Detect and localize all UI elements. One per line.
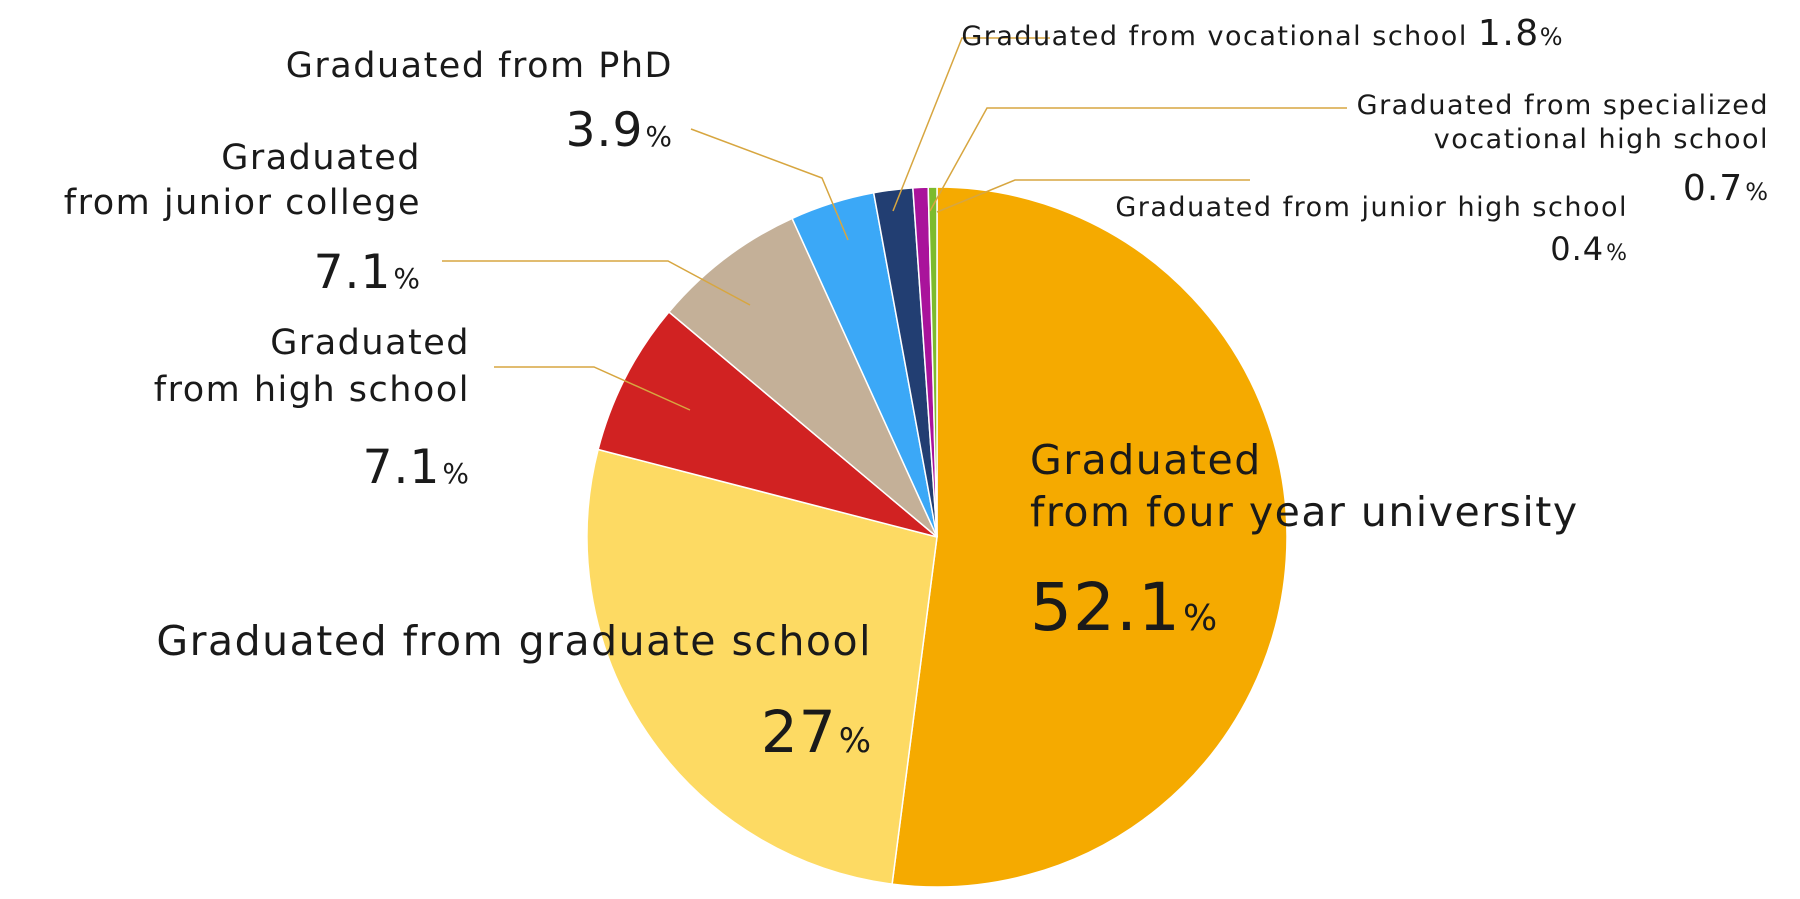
slice-label-graduated-from-junior-college: Graduated from junior college 7.1%	[64, 138, 421, 300]
pie-slice-graduated-from-junior-high-school	[927, 186, 938, 538]
slice-label-graduated-from-vocational-school: Graduated from vocational school 1.8%	[961, 13, 1564, 54]
slice-value-text: 0.7%	[1683, 168, 1769, 209]
slice-value: 0.7	[1683, 168, 1743, 209]
pie-slice-graduated-from-four-year-university	[891, 186, 1288, 888]
leader-line-graduated-from-phd	[690, 128, 849, 241]
slice-value: 0.4	[1550, 230, 1604, 268]
slice-label-graduated-from-graduate-school: Graduated from graduate school 27%	[156, 617, 872, 766]
slice-value: 1.8	[1478, 13, 1540, 54]
leader-line-graduated-from-junior-high-school	[936, 179, 1250, 213]
slice-label-text: Graduated from graduate school	[156, 617, 872, 665]
slice-value-text: 52.1%	[1030, 569, 1218, 646]
slice-percent-sign: %	[1183, 598, 1218, 639]
leader-lines-layer	[442, 37, 1347, 411]
slice-percent-sign: %	[1606, 241, 1628, 266]
slice-label-graduated-from-phd: Graduated from PhD 3.9%	[286, 46, 673, 158]
slice-value-text: 7.1%	[363, 440, 470, 495]
slice-label-text: Graduated from junior high school	[1115, 192, 1628, 223]
slice-value-text: 3.9%	[566, 103, 673, 158]
slice-label-text: from junior college	[64, 183, 421, 223]
slice-value-text: 27%	[761, 698, 872, 766]
slice-percent-sign: %	[645, 120, 673, 153]
pie-slice-graduated-from-high-school	[597, 310, 938, 538]
slice-value: 7.1	[363, 440, 441, 495]
slice-percent-sign: %	[1540, 23, 1564, 51]
slice-percent-sign: %	[839, 721, 872, 761]
slice-percent-sign: %	[1745, 178, 1769, 206]
slice-label-text: Graduated	[1030, 436, 1262, 484]
pie-slice-graduated-from-graduate-school	[586, 448, 938, 885]
leader-line-graduated-from-specialized-vocational-high-school	[929, 107, 1347, 212]
slice-percent-sign: %	[393, 262, 421, 295]
slice-label-text: from four year university	[1030, 488, 1579, 536]
slice-value: 27	[761, 698, 837, 766]
slice-label-text: Graduated from PhD	[286, 46, 673, 86]
slice-label-text: Graduated	[270, 323, 470, 363]
slice-value: 52.1	[1030, 569, 1181, 646]
slice-label-text: from high school	[154, 370, 470, 410]
slice-label-text: Graduated	[221, 138, 421, 178]
slice-label-text: Graduated from vocational school 1.8%	[961, 13, 1564, 54]
leader-line-graduated-from-high-school	[494, 366, 691, 411]
slice-label-graduated-from-junior-high-school: Graduated from junior high school 0.4%	[1115, 192, 1628, 268]
leader-line-graduated-from-junior-college	[442, 260, 751, 306]
slice-label-text: Graduated from specialized	[1357, 90, 1769, 121]
slice-percent-sign: %	[442, 457, 470, 490]
slice-value: 7.1	[314, 245, 392, 300]
slice-value: 3.9	[566, 103, 644, 158]
slices-layer	[586, 186, 1288, 888]
slice-label-text: vocational high school	[1434, 124, 1769, 155]
slice-value-text: 0.4%	[1550, 230, 1628, 268]
leader-line-graduated-from-vocational-school	[892, 37, 1050, 212]
slice-value-text: 7.1%	[314, 245, 421, 300]
slice-label-graduated-from-high-school: Graduated from high school 7.1%	[154, 323, 470, 495]
